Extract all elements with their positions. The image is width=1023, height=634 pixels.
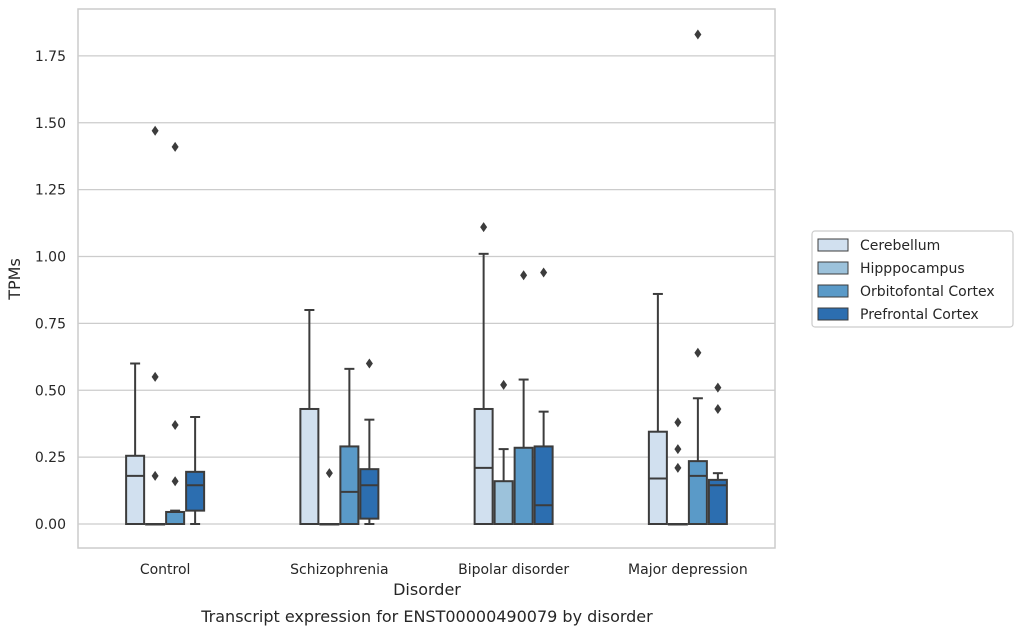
outlier-point xyxy=(674,462,682,473)
y-tick-label: 0.00 xyxy=(35,517,66,533)
outlier-point xyxy=(480,222,488,233)
x-tick-label: Schizophrenia xyxy=(290,562,388,578)
box-body xyxy=(165,510,186,525)
box-3-3 xyxy=(707,382,728,525)
outlier-point xyxy=(520,270,528,281)
box-1-0 xyxy=(145,125,166,526)
legend-swatch xyxy=(817,238,849,252)
box-1-1 xyxy=(319,468,340,526)
legend-frame xyxy=(811,230,1014,328)
box-1-3 xyxy=(667,417,688,526)
outlier-point xyxy=(694,347,702,358)
box-2-2 xyxy=(513,270,534,526)
x-axis-ticks: Control Schizophrenia Bipolar disorder Majo… xyxy=(140,562,748,578)
grid-lines xyxy=(77,8,776,549)
box-3-0 xyxy=(185,416,206,525)
box-body xyxy=(533,445,554,525)
plot-area xyxy=(125,29,728,526)
box-2-0 xyxy=(165,141,186,525)
outlier-point xyxy=(674,417,682,428)
y-axis-ticks: 0.00 0.25 0.50 0.75 1.00 1.25 1.50 1.75 xyxy=(35,49,66,533)
legend-swatch xyxy=(817,261,849,275)
x-tick-label: Bipolar disorder xyxy=(458,562,569,578)
outlier-point xyxy=(151,371,159,382)
box-0-1 xyxy=(299,309,320,526)
outlier-point xyxy=(500,379,508,390)
box-body xyxy=(339,445,360,525)
box-body xyxy=(707,478,728,525)
legend-label: Hipppocampus xyxy=(860,261,965,277)
y-tick-label: 0.75 xyxy=(35,316,66,332)
outlier-point xyxy=(151,125,159,136)
x-tick-label: Control xyxy=(140,562,191,578)
box-0-2 xyxy=(473,222,494,526)
legend-label: Cerebellum xyxy=(860,238,940,254)
y-tick-label: 1.50 xyxy=(35,116,66,132)
box-body xyxy=(299,407,320,526)
plot-frame xyxy=(77,8,776,549)
box-2-3 xyxy=(687,29,708,526)
box-body xyxy=(513,446,534,526)
box-body xyxy=(473,407,494,526)
box-3-1 xyxy=(359,358,380,525)
legend: Cerebellum Hipppocampus Orbitofontal Corte… xyxy=(811,230,1014,328)
outlier-point xyxy=(714,382,722,393)
legend-label: Prefrontal Cortex xyxy=(860,307,979,323)
y-tick-label: 1.25 xyxy=(35,183,66,199)
outlier-point xyxy=(151,470,159,481)
legend-swatch xyxy=(817,284,849,298)
box-0-3 xyxy=(647,292,668,525)
outlier-point xyxy=(171,476,179,487)
legend-swatch xyxy=(817,307,849,321)
x-axis-label: Disorder xyxy=(393,580,461,599)
y-axis-label: TPMs xyxy=(5,258,24,301)
box-body xyxy=(185,470,206,512)
box-body xyxy=(125,454,146,526)
outlier-point xyxy=(171,420,179,431)
box-1-2 xyxy=(493,379,514,526)
box-2-1 xyxy=(339,367,360,525)
box-0-0 xyxy=(125,362,146,526)
y-tick-label: 0.50 xyxy=(35,383,66,399)
y-tick-label: 1.75 xyxy=(35,49,66,65)
outlier-point xyxy=(325,468,333,479)
outlier-point xyxy=(365,358,373,369)
chart-caption: Transcript expression for ENST0000049007… xyxy=(200,607,653,626)
outlier-point xyxy=(540,267,548,278)
outlier-point xyxy=(694,29,702,40)
outlier-point xyxy=(171,141,179,152)
outlier-point xyxy=(714,403,722,414)
box-body xyxy=(687,460,708,526)
y-tick-label: 1.00 xyxy=(35,250,66,266)
outlier-point xyxy=(674,444,682,455)
legend-label: Orbitofontal Cortex xyxy=(860,284,995,300)
y-tick-label: 0.25 xyxy=(35,450,66,466)
box-body xyxy=(493,480,514,526)
box-3-2 xyxy=(533,267,554,525)
box-body xyxy=(359,468,380,520)
x-tick-label: Major depression xyxy=(628,562,748,578)
